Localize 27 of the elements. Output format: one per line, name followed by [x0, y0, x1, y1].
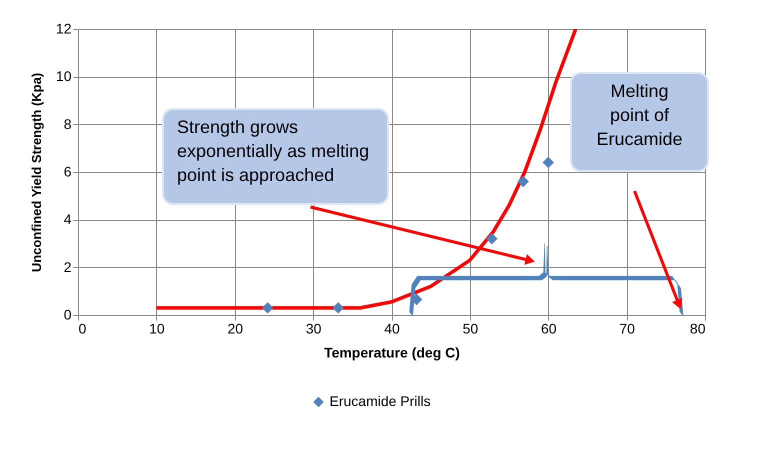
point	[332, 302, 344, 314]
y-tick-label: 12	[56, 20, 72, 36]
point	[517, 176, 529, 188]
x-tick-label: 30	[306, 320, 322, 336]
y-tick-label: 8	[64, 116, 72, 132]
x-tick-label: 70	[619, 320, 636, 336]
y-tick-label: 10	[56, 68, 72, 84]
x-tick-label: 40	[384, 320, 400, 336]
x-tick-label: 10	[149, 320, 165, 336]
point	[486, 233, 498, 244]
y-tick-label: 6	[64, 164, 72, 180]
annotation: Strength grows exponentially as melting point is approached	[177, 117, 370, 185]
x-tick-label: 50	[462, 320, 478, 336]
y-tick-label: 2	[64, 258, 72, 275]
annotation: Melting point of Erucamide	[596, 81, 683, 149]
point	[542, 156, 554, 168]
x-tick-label: 60	[540, 320, 557, 336]
x-tick-label: 20	[227, 320, 244, 336]
y-tick-label: 0	[64, 306, 72, 322]
y-tick-label: 4	[64, 211, 72, 228]
x-axis-title: Temperature (deg C)	[324, 344, 460, 360]
x-tick-label: 80	[690, 320, 706, 336]
point	[262, 302, 274, 314]
x-tick-label: 0	[78, 320, 86, 336]
line-series	[154, 29, 578, 310]
y-axis-title: Unconfined Yield Strength (Kpa)	[28, 72, 44, 272]
legend-label: Erucamide Prills	[330, 393, 431, 409]
